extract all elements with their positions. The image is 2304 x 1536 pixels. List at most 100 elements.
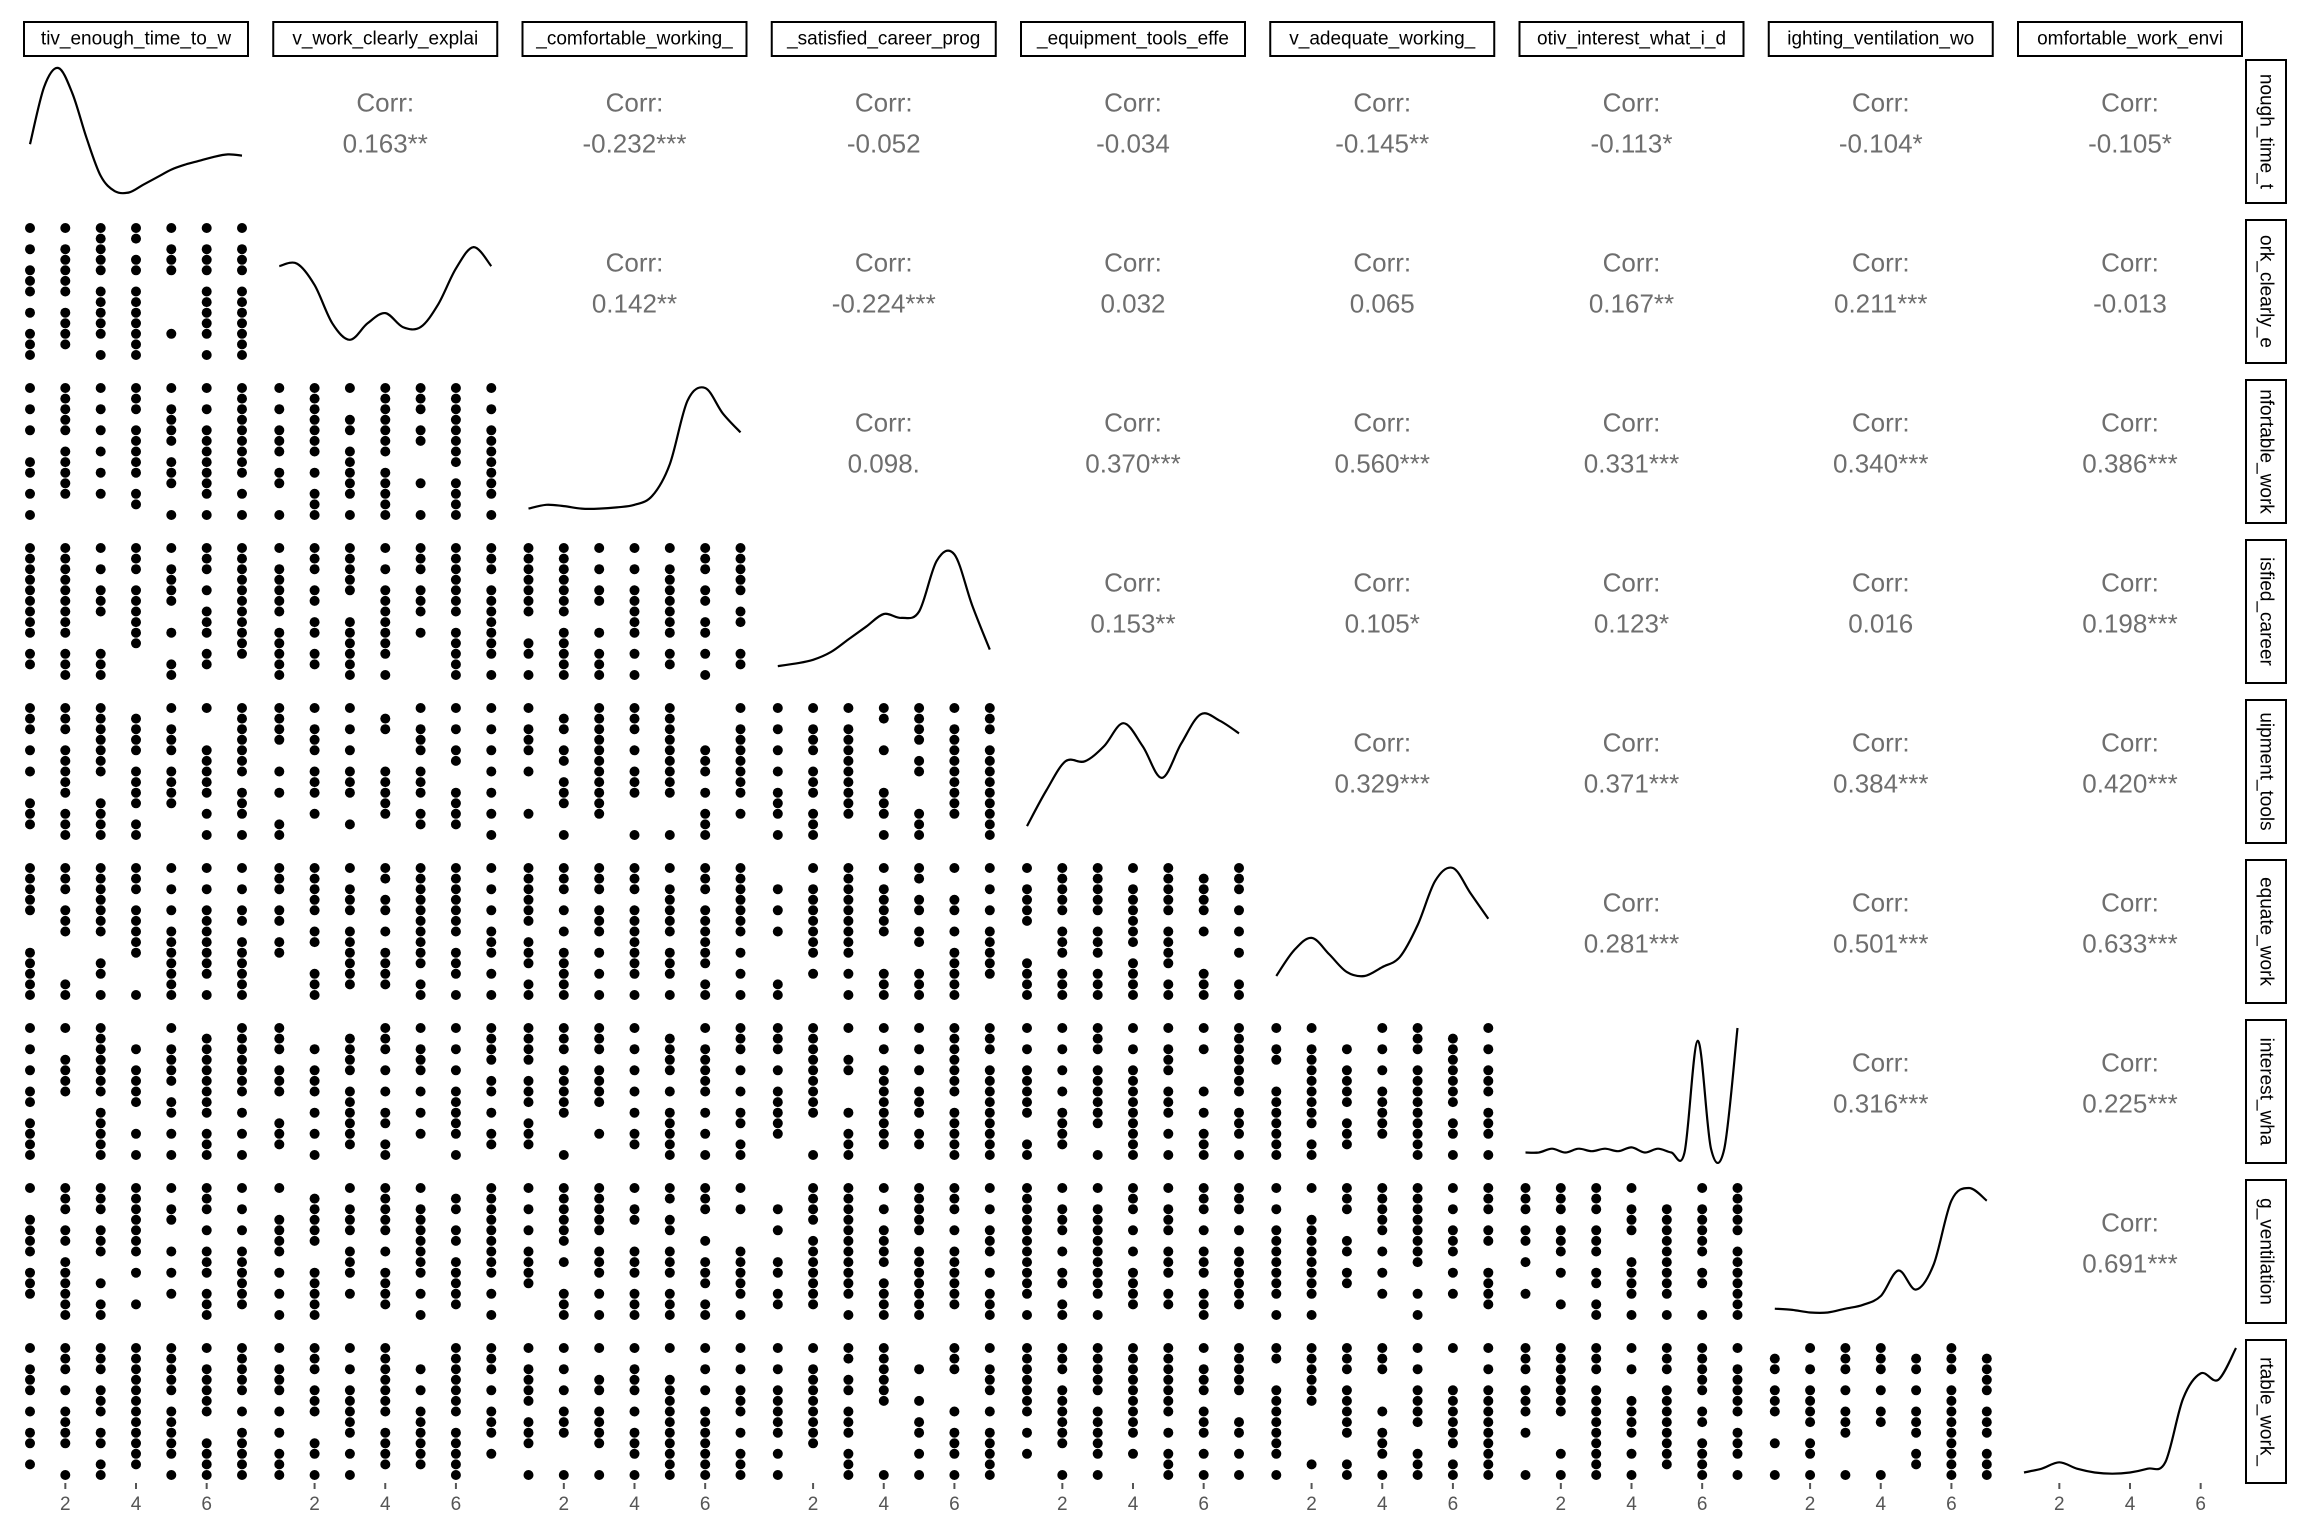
corr-label-0-4: Corr:: [1104, 88, 1162, 118]
scatter-point: [808, 1427, 819, 1438]
scatter-point: [344, 446, 355, 457]
scatter-point: [1234, 1427, 1244, 1438]
scatter-point: [1377, 1448, 1388, 1459]
scatter-point: [60, 383, 71, 393]
column-strip-label-5: v_adequate_working_: [1289, 29, 1475, 50]
scatter-point: [735, 947, 746, 958]
scatter-point: [1198, 873, 1209, 884]
scatter-point: [486, 808, 497, 819]
scatter-point: [949, 1128, 960, 1139]
scatter-point: [201, 1374, 212, 1385]
scatter-point: [984, 1086, 995, 1097]
scatter-point: [1447, 1065, 1458, 1076]
scatter-point: [95, 1343, 106, 1353]
scatter-point: [629, 766, 640, 777]
scatter-point: [60, 1054, 71, 1065]
scatter-point: [1234, 873, 1244, 884]
scatter-point: [1234, 1065, 1244, 1076]
scatter-point: [735, 606, 746, 617]
scatter-point: [914, 1086, 925, 1097]
scatter-point: [1198, 1023, 1209, 1033]
scatter-point: [166, 1288, 177, 1299]
row-strip-label-1: ork_clearly_e: [2256, 235, 2277, 348]
scatter-point: [808, 863, 819, 873]
scatter-panel-8-0: [25, 1343, 247, 1480]
scatter-point: [25, 905, 35, 916]
scatter-point: [131, 350, 141, 360]
scatter-point: [1981, 1406, 1992, 1417]
scatter-point: [25, 553, 35, 564]
scatter-point: [415, 787, 426, 798]
scatter-point: [523, 1033, 534, 1044]
corr-label-0-8: Corr:: [2101, 88, 2159, 118]
scatter-point: [237, 766, 247, 777]
scatter-point: [1092, 873, 1103, 884]
scatter-point: [131, 1150, 141, 1160]
scatter-point: [843, 1343, 854, 1353]
scatter-point: [450, 1128, 461, 1139]
scatter-point: [450, 1343, 461, 1353]
scatter-point: [166, 1054, 177, 1065]
scatter-point: [450, 414, 461, 425]
scatter-point: [914, 808, 925, 819]
scatter-point: [629, 564, 640, 575]
scatter-point: [629, 1044, 640, 1055]
scatter-point: [594, 703, 605, 713]
scatter-point: [1661, 1204, 1672, 1215]
scatter-point: [594, 1033, 605, 1044]
corr-value-4-6: 0.371***: [1584, 769, 1679, 799]
scatter-point: [166, 1417, 177, 1428]
scatter-point: [25, 1406, 35, 1417]
scatter-point: [415, 958, 426, 969]
scatter-point: [1377, 1288, 1388, 1299]
scatter-point: [735, 1086, 746, 1097]
scatter-point: [808, 830, 819, 840]
scatter-panel-6-0: [25, 1023, 247, 1160]
scatter-point: [60, 777, 71, 788]
scatter-point: [131, 1204, 141, 1215]
scatter-point: [201, 947, 212, 958]
scatter-point: [450, 446, 461, 457]
scatter-point: [201, 648, 212, 659]
scatter-point: [629, 617, 640, 628]
scatter-point: [1447, 1033, 1458, 1044]
scatter-point: [1946, 1417, 1957, 1428]
scatter-point: [700, 990, 711, 1000]
scatter-point: [25, 724, 35, 735]
scatter-point: [380, 1353, 391, 1364]
scatter-point: [523, 937, 534, 948]
scatter-point: [201, 606, 212, 617]
scatter-point: [1626, 1257, 1637, 1268]
scatter-point: [984, 926, 995, 937]
scatter-point: [166, 1343, 177, 1353]
scatter-point: [1412, 1075, 1423, 1086]
scatter-point: [878, 1288, 889, 1299]
scatter-point: [274, 863, 285, 873]
scatter-point: [1163, 873, 1174, 884]
scatter-point: [1805, 1406, 1816, 1417]
scatter-point: [95, 905, 106, 916]
scatter-point: [594, 755, 605, 766]
scatter-point: [1875, 1417, 1886, 1428]
scatter-point: [735, 1278, 746, 1289]
scatter-point: [664, 1193, 675, 1204]
scatter-point: [201, 659, 212, 670]
scatter-point: [772, 979, 783, 990]
scatter-point: [380, 425, 391, 436]
scatter-point: [309, 808, 320, 819]
scatter-point: [984, 1128, 995, 1139]
scatter-point: [131, 905, 141, 916]
scatter-point: [664, 606, 675, 617]
scatter-point: [772, 1299, 783, 1310]
scatter-point: [201, 905, 212, 916]
scatter-point: [949, 1075, 960, 1086]
scatter-point: [274, 510, 285, 520]
scatter-point: [523, 724, 534, 735]
scatter-point: [380, 1193, 391, 1204]
scatter-point: [131, 1086, 141, 1097]
scatter-point: [237, 543, 247, 553]
scatter-point: [984, 937, 995, 948]
scatter-point: [1447, 1395, 1458, 1406]
scatter-point: [949, 1257, 960, 1268]
scatter-point: [700, 755, 711, 766]
